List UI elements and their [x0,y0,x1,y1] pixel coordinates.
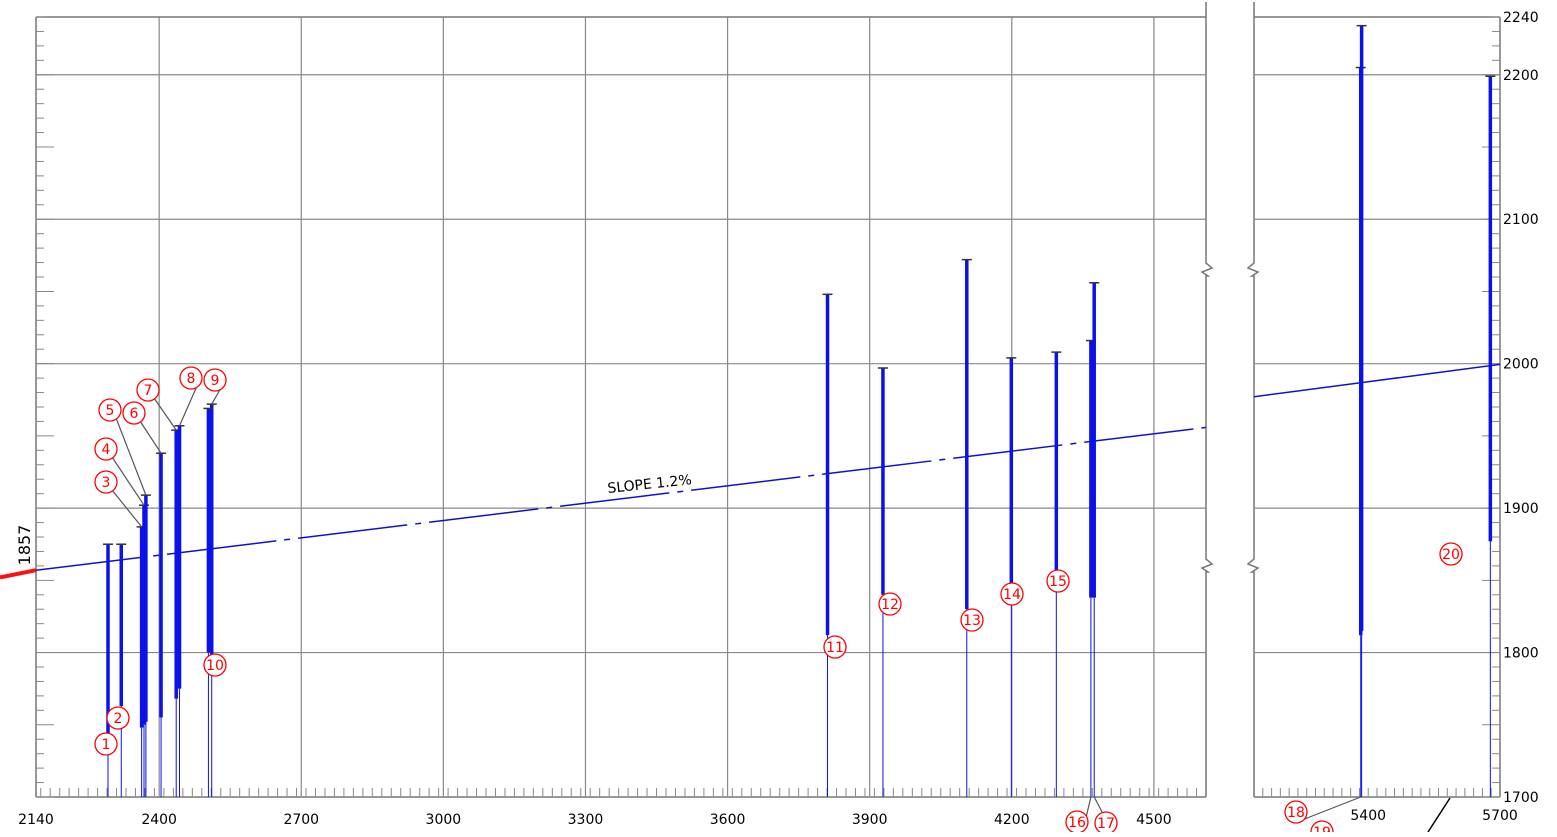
borehole-number-19: 19 [1313,825,1331,832]
borehole-marker-1 [94,732,118,756]
slope-layer [0,363,1500,580]
borehole-marker-9 [203,368,227,392]
borehole-marker-2 [106,706,130,730]
leader-7 [153,397,177,431]
borehole-number-14: 14 [1003,587,1021,603]
borehole-number-7: 7 [144,383,153,399]
borehole-number-9: 9 [211,373,220,389]
y-tick-label: 2000 [1503,357,1539,373]
y-tick-label: 2240 [1503,10,1539,26]
right-break-edge [1246,2,1260,797]
borehole-number-17: 17 [1097,816,1115,832]
x-tick-label: 3900 [852,812,888,828]
borehole-number-13: 13 [963,613,981,629]
borehole-marker-18 [1284,800,1308,824]
leader-5 [115,417,147,496]
pointer-line [1427,797,1451,833]
borehole-marker-5 [98,398,122,422]
x-tick-label: 4200 [994,812,1030,828]
borehole-marker-20 [1439,542,1463,566]
x-tick-label-right: 5700 [1482,808,1518,824]
bar-layer [103,24,1496,797]
borehole-marker-11 [823,635,847,659]
left-break-edge [1200,2,1214,797]
borehole-number-12: 12 [881,597,899,613]
y-tick-label: 2200 [1503,68,1539,84]
borehole-marker-10 [203,653,227,677]
borehole-marker-7 [136,378,160,402]
borehole-marker-12 [878,592,902,616]
leader-6 [139,420,162,454]
borehole-number-16: 16 [1068,815,1086,831]
borehole-number-20: 20 [1442,547,1460,563]
x-tick-label: 3600 [710,812,746,828]
x-tick-label: 2400 [141,812,177,828]
borehole-number-15: 15 [1049,574,1067,590]
start-stub [0,568,37,580]
label-layer: 2140 2400 2700 3000 3300 3600 3900 4200 4500 5400… [18,10,1539,837]
leader-3 [111,489,143,528]
ruler-layer [36,16,1500,798]
y-tick-label: 1700 [1503,790,1539,806]
x-tick-label-right: 5400 [1350,808,1386,824]
borehole-marker-3 [94,470,118,494]
borehole-marker-13 [960,608,984,632]
borehole-number-6: 6 [130,406,139,422]
borehole-marker-14 [1000,582,1024,606]
borehole-number-1: 1 [102,737,111,753]
borehole-number-11: 11 [826,640,844,656]
borehole-marker-6 [122,401,146,425]
slope-label: SLOPE 1.2% [607,472,693,497]
borehole-number-2: 2 [114,711,123,727]
x-tick-label: 4500 [1136,812,1172,828]
y-tick-label: 2100 [1503,212,1539,228]
x-tick-label: 3000 [426,812,462,828]
x-tick-label: 2700 [283,812,319,828]
y-tick-label: 1900 [1503,501,1539,517]
leader-4 [111,456,145,506]
borehole-number-8: 8 [187,371,196,387]
borehole-number-10: 10 [206,658,224,674]
leader-8 [178,385,198,427]
slope-line-right [1254,363,1500,398]
grid-layer [35,2,1501,798]
borehole-number-5: 5 [106,403,115,419]
x-tick-label: 2140 [18,812,54,828]
borehole-number-3: 3 [102,475,111,491]
borehole-number-4: 4 [102,442,111,458]
borehole-number-18: 18 [1287,805,1305,821]
y-tick-label: 1800 [1503,646,1539,662]
x-tick-label: 3300 [568,812,604,828]
borehole-marker-15 [1046,569,1070,593]
leader-18 [1301,796,1361,821]
borehole-marker-8 [179,366,203,390]
left-elevation-label: 1857 [15,525,34,566]
borehole-marker-4 [94,437,118,461]
